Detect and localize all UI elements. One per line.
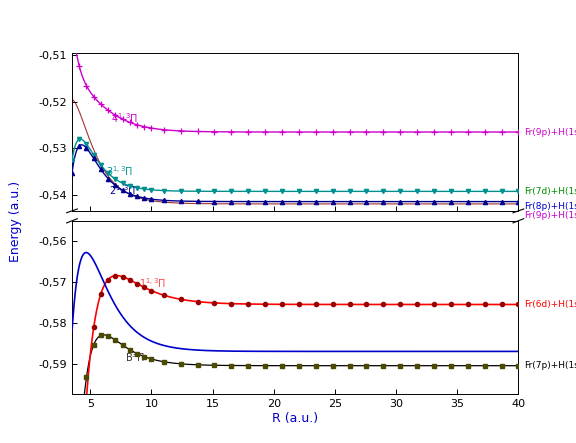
Text: Fr(9p)+H(1s): Fr(9p)+H(1s)	[525, 128, 576, 136]
Text: Fr(7d)+H(1s): Fr(7d)+H(1s)	[525, 187, 576, 196]
Text: Fr(9p)+H(1s): Fr(9p)+H(1s)	[525, 211, 576, 220]
Text: Energy (a.u.): Energy (a.u.)	[9, 181, 22, 262]
Text: Fr(6d)+H(1s): Fr(6d)+H(1s)	[525, 300, 576, 309]
Text: B$^{3}\Pi$: B$^{3}\Pi$	[124, 350, 145, 364]
Text: Fr(8p)+H(1s): Fr(8p)+H(1s)	[525, 202, 576, 211]
Text: $3^{1,3}\Pi$: $3^{1,3}\Pi$	[106, 164, 134, 178]
Text: $2^{1,3}\Pi$: $2^{1,3}\Pi$	[109, 183, 136, 197]
X-axis label: R (a.u.): R (a.u.)	[272, 412, 319, 425]
Text: Fr(7p)+H(1s): Fr(7p)+H(1s)	[525, 361, 576, 370]
Text: $1^{1,3}\Pi$: $1^{1,3}\Pi$	[139, 276, 166, 290]
Text: $4^{1,3}\Pi$: $4^{1,3}\Pi$	[111, 111, 138, 125]
